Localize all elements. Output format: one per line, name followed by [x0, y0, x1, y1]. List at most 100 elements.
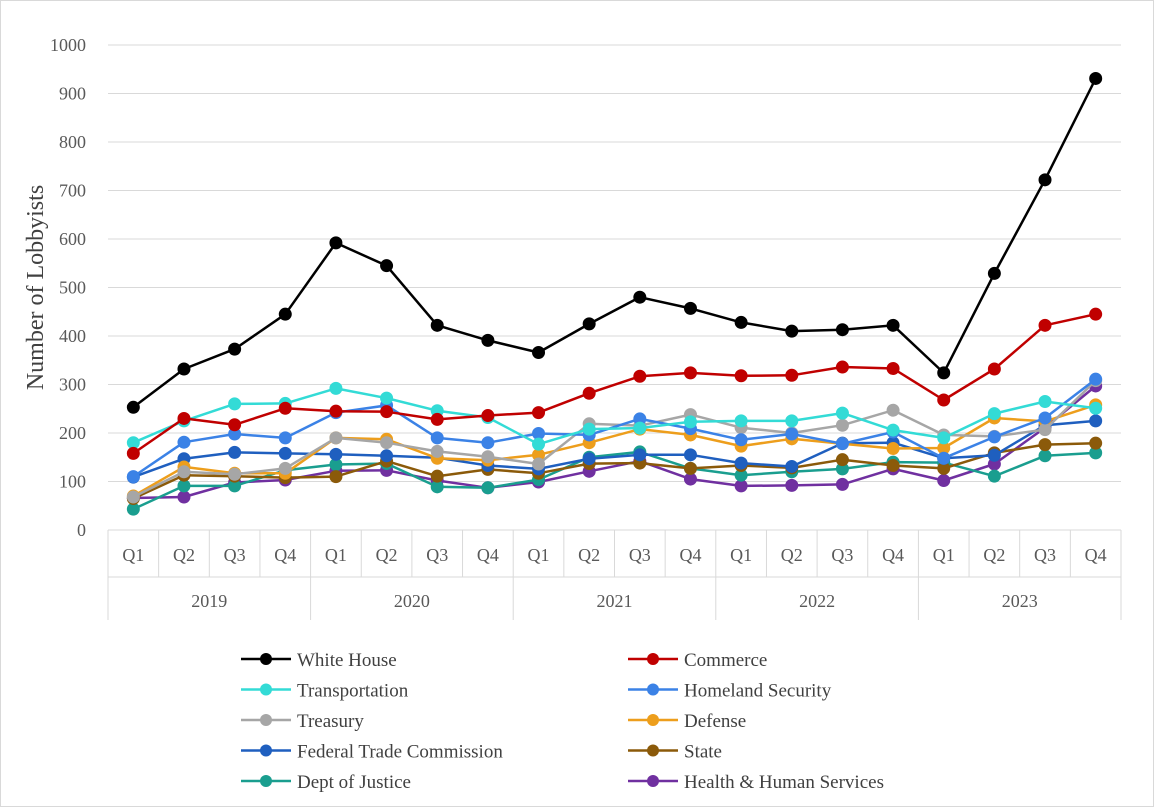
data-point — [1038, 394, 1052, 408]
data-point — [937, 393, 951, 407]
data-point — [987, 430, 1001, 444]
legend-swatch-marker — [260, 683, 272, 696]
legend-label: Defense — [684, 711, 746, 732]
series-commerce — [126, 307, 1103, 460]
data-point — [734, 456, 748, 470]
legend-item: Federal Trade Commission — [241, 742, 503, 763]
data-point — [1089, 414, 1103, 428]
data-point — [278, 307, 292, 321]
year-label: 2023 — [1002, 591, 1038, 611]
x-tick-label: Q2 — [781, 545, 803, 565]
legend-label: State — [684, 742, 722, 763]
series-line — [132, 441, 1096, 500]
data-point — [126, 490, 140, 504]
data-point — [532, 345, 546, 359]
x-tick-label: Q1 — [933, 545, 955, 565]
data-point — [683, 415, 697, 429]
data-point — [582, 422, 596, 436]
x-axis — [107, 529, 1122, 620]
data-point — [1038, 173, 1052, 187]
data-point — [380, 391, 394, 405]
y-tick-label: 100 — [59, 472, 86, 492]
data-point — [126, 470, 140, 484]
y-tick-label: 300 — [59, 375, 86, 395]
data-point — [987, 469, 1001, 483]
x-tick-label: Q3 — [1034, 545, 1056, 565]
legend-label: Commerce — [684, 650, 767, 671]
data-point — [126, 400, 140, 414]
x-tick-label: Q1 — [122, 545, 144, 565]
legend-item: Commerce — [628, 650, 767, 671]
data-point — [329, 447, 343, 461]
data-point — [785, 414, 799, 428]
data-point — [380, 259, 394, 273]
y-tick-label: 500 — [59, 278, 86, 298]
data-point — [937, 366, 951, 380]
x-tick-label: Q4 — [1085, 545, 1107, 565]
data-point — [582, 317, 596, 331]
legend-item: State — [628, 742, 722, 763]
data-point — [683, 301, 697, 315]
x-tick-label: Q2 — [376, 545, 398, 565]
data-point — [1089, 307, 1103, 321]
data-point — [987, 266, 1001, 280]
data-point — [278, 446, 292, 460]
legend-label: Treasury — [297, 711, 364, 732]
data-point — [329, 431, 343, 445]
data-point — [177, 490, 191, 504]
legend-label: Transportation — [297, 681, 409, 702]
data-point — [228, 418, 242, 432]
data-point — [177, 362, 191, 376]
legend-item: Defense — [628, 711, 746, 732]
data-point — [481, 409, 495, 423]
data-point — [633, 290, 647, 304]
data-point — [228, 467, 242, 481]
y-tick-label: 200 — [59, 423, 86, 443]
data-point — [734, 315, 748, 329]
x-axis-ticks: Q1 Q2 Q3 Q4 Q1 Q2 Q3 Q4 Q1 Q2 Q3 Q4 Q1 Q2 Q3 Q4 Q1 Q2 Q3 Q4… — [122, 545, 1106, 611]
legend-item: Treasury — [241, 711, 364, 732]
data-point — [430, 431, 444, 445]
data-point — [278, 431, 292, 445]
data-point — [886, 423, 900, 437]
data-point — [430, 469, 444, 483]
series-defense — [126, 398, 1103, 503]
series-line — [132, 419, 1096, 479]
data-point — [177, 411, 191, 425]
data-point — [532, 457, 546, 471]
data-point — [835, 453, 849, 467]
y-axis-label: Number of Lobbyists — [23, 185, 49, 390]
data-point — [633, 369, 647, 383]
x-tick-label: Q3 — [426, 545, 448, 565]
x-tick-label: Q1 — [730, 545, 752, 565]
data-point — [734, 369, 748, 383]
data-point — [228, 397, 242, 411]
data-point — [835, 406, 849, 420]
x-tick-label: Q1 — [528, 545, 550, 565]
y-tick-label: 900 — [59, 84, 86, 104]
legend-swatch-marker — [260, 714, 272, 726]
x-tick-label: Q4 — [679, 545, 701, 565]
y-tick-label: 700 — [59, 181, 86, 201]
series-transportation — [126, 381, 1103, 451]
data-point — [380, 449, 394, 463]
legend-swatch-marker — [647, 775, 659, 787]
legend-label: Federal Trade Commission — [297, 742, 503, 763]
data-point — [683, 448, 697, 462]
data-point — [177, 465, 191, 479]
data-point — [785, 368, 799, 382]
data-point — [734, 414, 748, 428]
data-point — [835, 360, 849, 374]
data-point — [329, 470, 343, 484]
year-label: 2021 — [597, 591, 633, 611]
series-line — [132, 312, 1096, 455]
legend-item: Dept of Justice — [241, 772, 411, 793]
y-tick-label: 800 — [59, 132, 86, 152]
legend-swatch-marker — [260, 775, 272, 787]
legend-label: Dept of Justice — [297, 772, 411, 793]
data-point — [937, 431, 951, 445]
x-tick-label: Q4 — [274, 545, 296, 565]
year-label: 2019 — [191, 591, 227, 611]
data-point — [380, 436, 394, 450]
legend-swatch-marker — [647, 714, 659, 726]
